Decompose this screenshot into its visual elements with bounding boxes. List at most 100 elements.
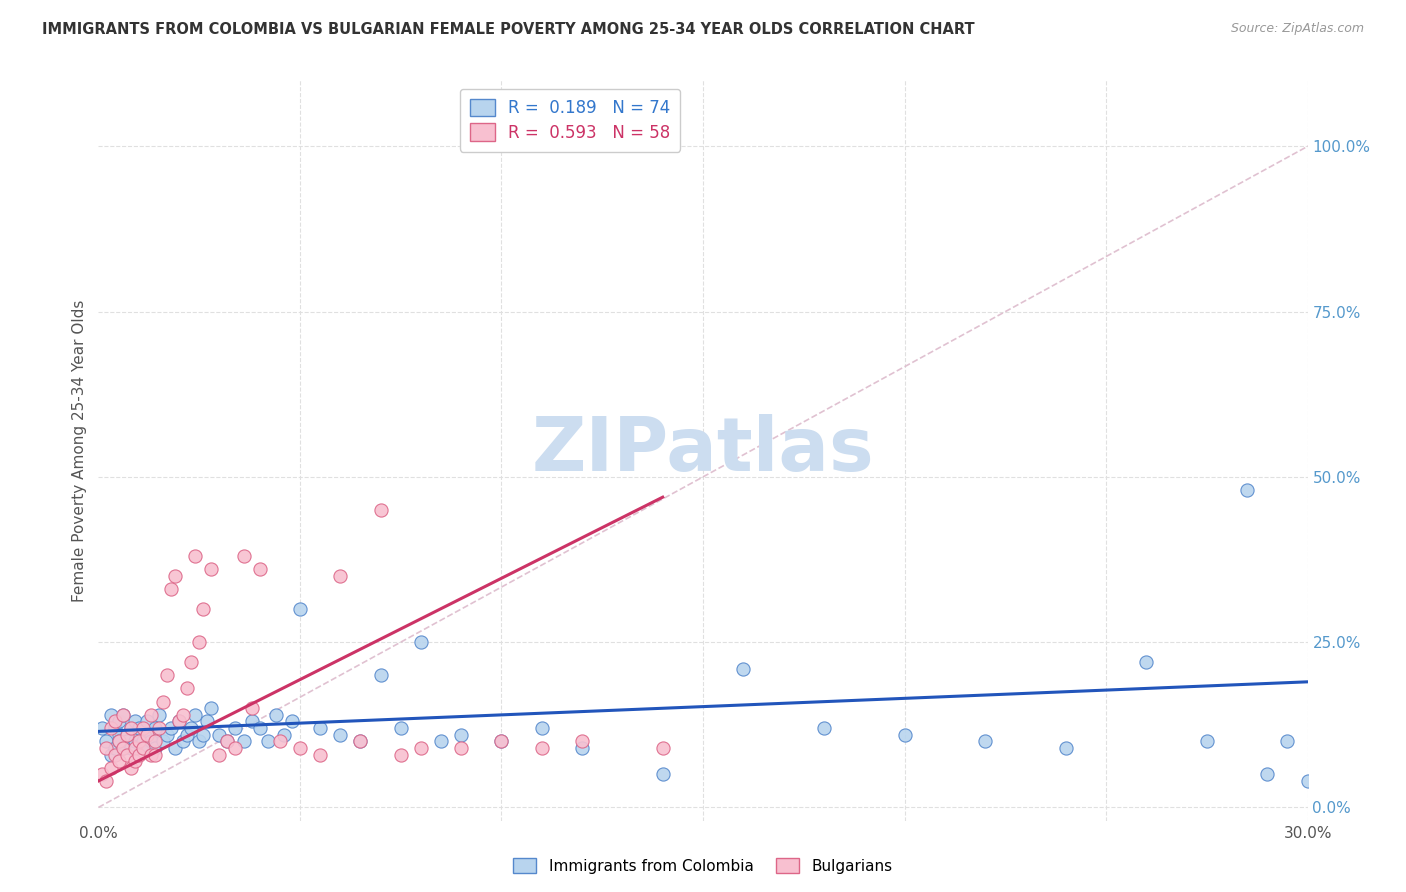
Point (176, 681, 198, 696)
Point (309, 721, 332, 735)
Point (111, 740, 134, 755)
Point (370, 503, 392, 517)
Point (111, 707, 134, 722)
Point (180, 721, 202, 735)
Point (143, 721, 166, 735)
Point (100, 721, 122, 735)
Point (143, 740, 166, 755)
Text: IMMIGRANTS FROM COLOMBIA VS BULGARIAN FEMALE POVERTY AMONG 25-34 YEAR OLDS CORRE: IMMIGRANTS FROM COLOMBIA VS BULGARIAN FE… (42, 22, 974, 37)
Point (269, 734, 291, 748)
Point (160, 582, 183, 597)
Point (217, 734, 239, 748)
Point (135, 714, 157, 729)
Point (143, 734, 166, 748)
Point (349, 734, 371, 748)
Point (491, 734, 513, 748)
Point (103, 721, 125, 735)
Point (167, 714, 190, 729)
Point (132, 734, 155, 748)
Point (115, 728, 138, 742)
Point (813, 721, 835, 735)
Point (124, 754, 146, 768)
Point (249, 721, 271, 735)
Point (103, 740, 125, 755)
Point (115, 728, 138, 742)
Point (651, 767, 673, 781)
Point (107, 734, 129, 748)
Point (530, 721, 553, 735)
Point (107, 714, 129, 729)
Point (188, 734, 211, 748)
Point (217, 734, 239, 748)
Point (124, 714, 146, 729)
Point (195, 714, 218, 729)
Point (115, 747, 138, 762)
Point (409, 635, 432, 649)
Y-axis label: Female Poverty Among 25-34 Year Olds: Female Poverty Among 25-34 Year Olds (72, 300, 87, 601)
Point (100, 707, 122, 722)
Point (156, 668, 179, 682)
Point (571, 734, 593, 748)
Point (232, 734, 254, 748)
Point (530, 740, 553, 755)
Point (329, 569, 352, 583)
Point (163, 740, 186, 755)
Point (124, 740, 146, 755)
Point (139, 728, 162, 742)
Point (124, 734, 146, 748)
Point (107, 728, 129, 742)
Point (180, 655, 202, 669)
Point (148, 707, 170, 722)
Point (152, 695, 174, 709)
Point (128, 747, 150, 762)
Point (152, 734, 174, 748)
Point (370, 668, 392, 682)
Point (430, 734, 453, 748)
Point (135, 728, 157, 742)
Point (107, 754, 129, 768)
Point (139, 734, 162, 748)
Point (107, 734, 129, 748)
Point (1277, 734, 1299, 748)
Point (172, 707, 194, 722)
Point (651, 740, 673, 755)
Point (167, 714, 190, 729)
Legend: Immigrants from Colombia, Bulgarians: Immigrants from Colombia, Bulgarians (508, 852, 898, 880)
Point (172, 734, 194, 748)
Point (240, 701, 263, 715)
Point (409, 740, 432, 755)
Point (1195, 734, 1218, 748)
Point (273, 728, 295, 742)
Point (176, 728, 198, 742)
Point (329, 728, 352, 742)
Point (893, 728, 915, 742)
Point (264, 707, 287, 722)
Point (389, 747, 412, 762)
Point (208, 747, 231, 762)
Point (115, 734, 138, 748)
Point (132, 721, 155, 735)
Point (184, 707, 207, 722)
Point (224, 740, 246, 755)
Point (91, 721, 114, 735)
Point (91, 767, 114, 781)
Point (139, 707, 162, 722)
Legend: R =  0.189   N = 74, R =  0.593   N = 58: R = 0.189 N = 74, R = 0.593 N = 58 (460, 88, 681, 152)
Point (288, 740, 311, 755)
Point (349, 734, 371, 748)
Point (200, 562, 222, 576)
Point (96, 740, 118, 755)
Point (148, 721, 170, 735)
Text: ZIPatlas: ZIPatlas (531, 414, 875, 487)
Point (288, 602, 311, 616)
Point (139, 747, 162, 762)
Point (571, 740, 593, 755)
Point (103, 714, 125, 729)
Point (491, 734, 513, 748)
Point (120, 721, 142, 735)
Point (193, 728, 215, 742)
Point (1054, 740, 1077, 755)
Point (309, 747, 332, 762)
Point (100, 747, 122, 762)
Point (128, 721, 150, 735)
